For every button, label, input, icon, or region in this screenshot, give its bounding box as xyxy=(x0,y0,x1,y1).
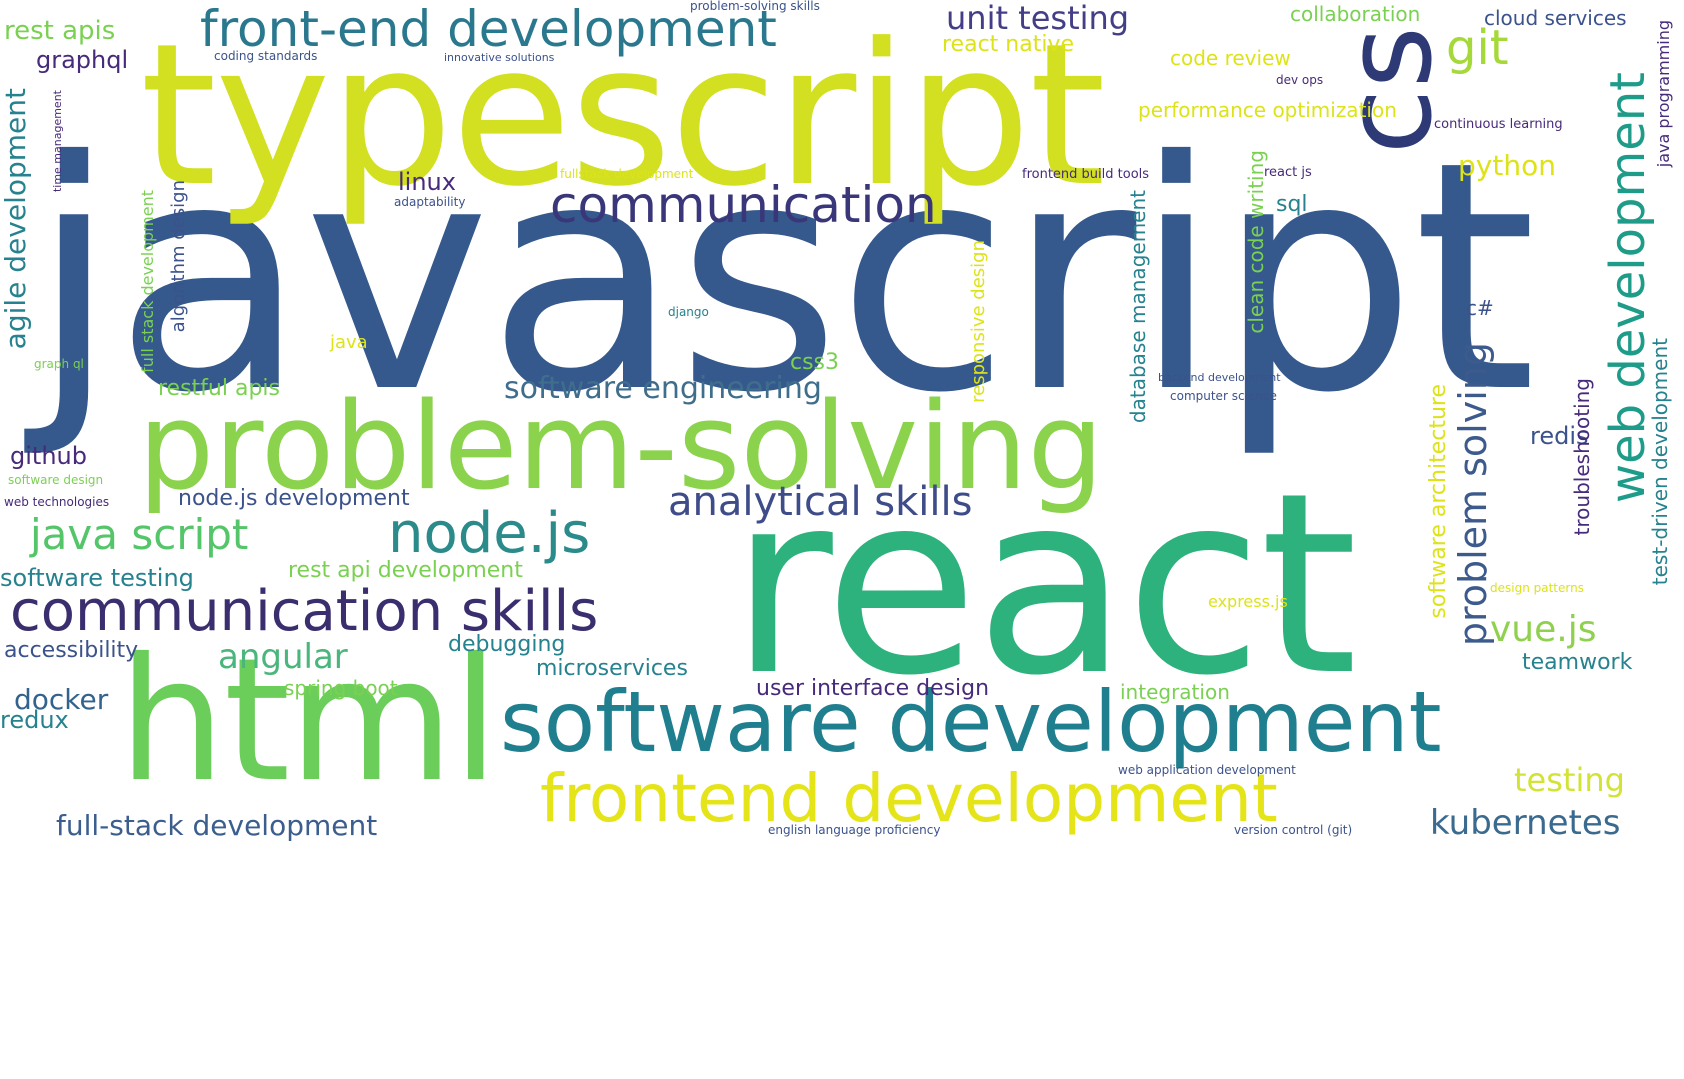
word-full-stack-development-vertical: full stack development xyxy=(138,190,157,373)
word-java-programming: java programming xyxy=(1654,20,1673,168)
word-spring-boot: spring boot xyxy=(284,676,398,700)
word-test-driven-development: test-driven development xyxy=(1648,338,1672,586)
word-python: python xyxy=(1458,149,1556,182)
word-express-js: express.js xyxy=(1208,592,1288,611)
word-java-script: java script xyxy=(30,510,249,559)
word-full-stack-development: full-stack development xyxy=(56,809,378,842)
word-software-architecture: software architecture xyxy=(1426,384,1451,619)
word-git: git xyxy=(1446,20,1509,76)
word-cloud-image: javascript typescript react html problem… xyxy=(0,0,1673,843)
word-rest-apis: rest apis xyxy=(4,16,116,46)
word-problem-solving-vertical: problem solving xyxy=(1451,342,1495,647)
word-vue-js: vue.js xyxy=(1490,609,1597,650)
word-adaptability: adaptability xyxy=(394,195,466,209)
word-graph-ql: graph ql xyxy=(34,357,84,371)
word-clean-code-writing: clean code writing xyxy=(1244,150,1268,334)
blank-area xyxy=(0,858,1684,1079)
word-innovative-solutions: innovative solutions xyxy=(444,51,555,64)
word-html: html xyxy=(118,622,499,820)
word-node-js-development: node.js development xyxy=(178,486,410,511)
word-code-review: code review xyxy=(1170,46,1291,70)
word-communication-skills: communication skills xyxy=(10,579,599,644)
word-react-js: react js xyxy=(1264,165,1312,180)
word-web-application-development: web application development xyxy=(1118,763,1296,777)
word-coding-standards: coding standards xyxy=(214,49,318,63)
word-web-development: web development xyxy=(1600,72,1656,504)
word-continuous-learning: continuous learning xyxy=(1434,117,1563,132)
word-redux: redux xyxy=(0,706,69,734)
word-software-testing: software testing xyxy=(0,564,194,592)
word-backend-development: backend development xyxy=(1158,371,1281,384)
word-frontend-development: frontend development xyxy=(540,760,1278,837)
word-problem-solving: problem-solving xyxy=(138,378,1104,517)
word-software-engineering: software engineering xyxy=(504,371,822,406)
word-java: java xyxy=(330,332,368,353)
word-sql: sql xyxy=(1276,192,1308,217)
word-rest-api-development: rest api development xyxy=(288,558,523,583)
word-react: react xyxy=(730,439,1358,730)
word-react-native: react native xyxy=(942,32,1075,57)
word-dev-ops: dev ops xyxy=(1276,73,1324,87)
word-node-js: node.js xyxy=(388,501,591,566)
word-graphql: graphql xyxy=(36,46,129,74)
word-kubernetes: kubernetes xyxy=(1430,803,1621,843)
word-english-language-proficiency: english language proficiency xyxy=(768,823,941,837)
word-software-development: software development xyxy=(500,673,1442,771)
word-typescript: typescript xyxy=(140,2,1106,230)
word-web-technologies: web technologies xyxy=(4,495,110,509)
word-design-patterns: design patterns xyxy=(1490,581,1584,595)
word-restful-apis: restful apis xyxy=(158,376,280,401)
word-integration: integration xyxy=(1120,680,1230,704)
word-responsive-design: responsive design xyxy=(968,240,989,403)
word-front-end-development: front-end development xyxy=(200,0,777,58)
word-django: django xyxy=(668,305,709,319)
word-javascript: javascript xyxy=(30,94,1537,462)
word-github: github xyxy=(10,442,87,470)
word-unit-testing: unit testing xyxy=(946,0,1130,37)
word-microservices: microservices xyxy=(536,656,688,681)
word-docker: docker xyxy=(14,683,109,716)
word-linux: linux xyxy=(398,168,456,196)
word-fullstack-development: fullstack development xyxy=(560,167,694,181)
word-css3: css3 xyxy=(790,350,840,375)
word-software-design: software design xyxy=(8,473,104,487)
word-c-sharp: c# xyxy=(1466,296,1494,320)
word-version-control-git: version control (git) xyxy=(1234,823,1353,837)
word-communication: communication xyxy=(550,176,937,234)
word-user-interface-design: user interface design xyxy=(756,676,990,701)
word-redis: redis xyxy=(1530,422,1589,450)
word-algorithm-design: algorithm design xyxy=(168,180,189,333)
word-problem-solving-skills: problem-solving skills xyxy=(690,0,820,13)
word-debugging: debugging xyxy=(448,632,566,657)
word-database-management: database management xyxy=(1126,190,1150,424)
word-time-management: time management xyxy=(51,90,64,193)
word-accessibility: accessibility xyxy=(4,638,139,663)
word-teamwork: teamwork xyxy=(1522,650,1633,675)
word-frontend-build-tools: frontend build tools xyxy=(1022,167,1150,182)
word-cloud-services: cloud services xyxy=(1484,6,1627,30)
word-collaboration: collaboration xyxy=(1290,2,1421,26)
word-angular: angular xyxy=(218,637,348,677)
word-performance-optimization: performance optimization xyxy=(1138,98,1397,122)
word-agile-development: agile development xyxy=(0,88,32,350)
word-testing: testing xyxy=(1514,761,1625,799)
word-troubleshooting: troubleshooting xyxy=(1570,378,1594,536)
word-cs: cs xyxy=(1320,26,1459,155)
word-computer-science: computer science xyxy=(1170,389,1277,403)
word-analytical-skills: analytical skills xyxy=(668,479,973,525)
